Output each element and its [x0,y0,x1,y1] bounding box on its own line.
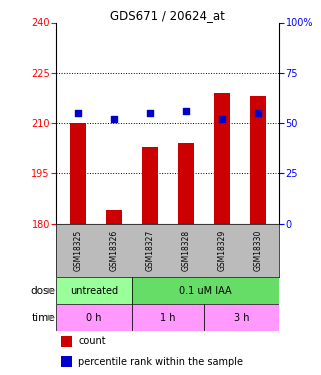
Text: GSM18327: GSM18327 [145,230,154,271]
Bar [250,96,266,224]
Text: percentile rank within the sample: percentile rank within the sample [78,357,244,367]
Text: 1 h: 1 h [160,313,176,322]
Bar [204,304,279,331]
Point [219,116,224,122]
Text: 0.1 uM IAA: 0.1 uM IAA [179,286,232,296]
Text: 3 h: 3 h [234,313,249,322]
Bar [132,278,279,304]
Bar [61,336,72,347]
Point [111,116,116,122]
Text: GSM18330: GSM18330 [253,230,262,271]
Bar [142,147,158,224]
Text: GSM18328: GSM18328 [181,230,190,271]
Text: count: count [78,336,106,346]
Point [255,110,260,116]
Text: dose: dose [30,286,56,296]
Text: GSM18325: GSM18325 [73,230,82,271]
Bar [106,210,122,224]
Text: GSM18326: GSM18326 [109,230,118,271]
Bar [132,304,204,331]
Bar [178,143,194,224]
Point [75,110,80,116]
Bar [213,93,230,224]
Text: 0 h: 0 h [86,313,102,322]
Text: untreated: untreated [70,286,118,296]
Text: time: time [32,313,56,322]
Bar [61,356,72,367]
Text: GSM18329: GSM18329 [217,230,226,271]
Title: GDS671 / 20624_at: GDS671 / 20624_at [110,9,225,22]
Point [183,108,188,114]
Point [147,110,152,116]
Bar [70,123,86,224]
Bar [56,304,132,331]
Bar [56,278,132,304]
